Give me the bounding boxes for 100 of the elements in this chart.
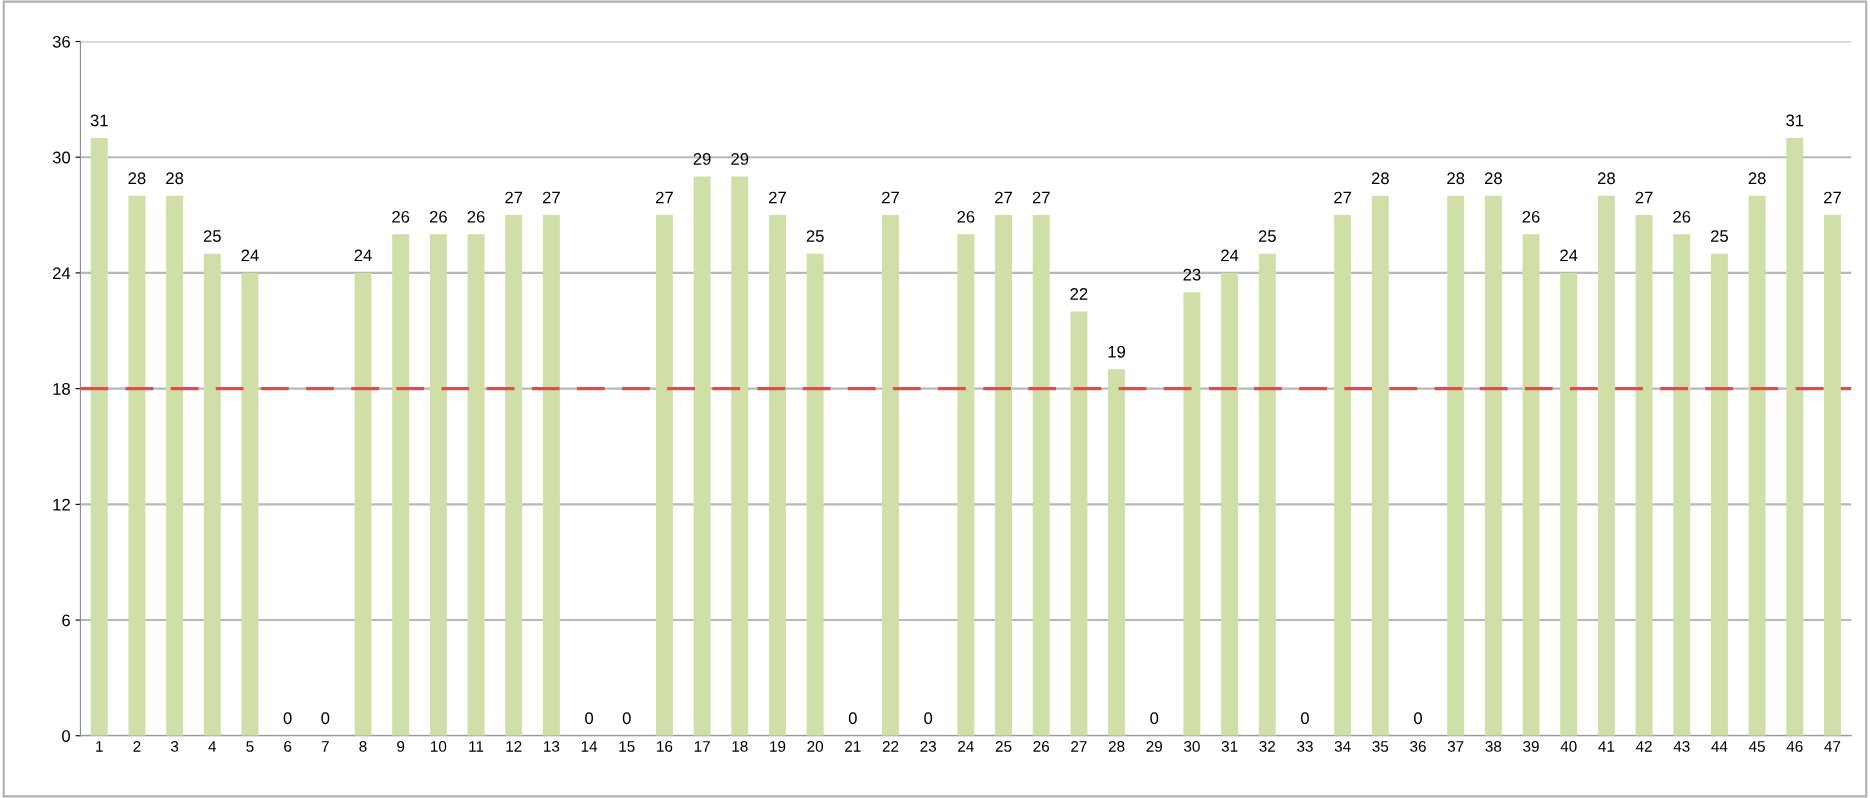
x-tick-label: 6: [284, 741, 292, 752]
y-tick-label: 6: [62, 614, 70, 627]
data-label: 28: [1748, 172, 1766, 185]
bar: [995, 215, 1013, 736]
data-label: 29: [693, 153, 711, 165]
data-label: 0: [1150, 712, 1159, 725]
x-tick-label: 46: [1786, 741, 1803, 752]
bar: [203, 253, 221, 736]
data-label: 0: [1300, 712, 1309, 725]
data-label: 0: [622, 712, 631, 725]
x-tick-label: 47: [1824, 741, 1841, 752]
bar: [392, 234, 410, 736]
x-tick-label: 28: [1108, 741, 1125, 752]
x-tick-label: 4: [208, 741, 217, 752]
x-tick-label: 5: [246, 741, 254, 752]
x-tick-label: 18: [732, 741, 748, 752]
bar: [429, 234, 447, 736]
data-label: 27: [1032, 191, 1050, 204]
x-tick-label: 26: [1033, 741, 1050, 752]
x-tick-label: 25: [995, 741, 1012, 752]
x-tick-label: 9: [397, 741, 405, 752]
x-tick-label: 38: [1485, 741, 1502, 752]
data-label: 27: [882, 191, 899, 204]
data-label: 0: [283, 712, 292, 725]
data-label: 24: [241, 249, 259, 262]
data-label: 28: [1447, 172, 1465, 185]
data-label: 26: [392, 210, 410, 223]
x-tick-label: 12: [506, 741, 522, 752]
data-label: 24: [354, 249, 372, 262]
y-tick-label: 0: [62, 730, 71, 742]
x-tick-label: 33: [1297, 741, 1313, 752]
y-tick-label: 30: [52, 151, 71, 164]
data-label: 31: [90, 114, 108, 127]
bar: [166, 195, 184, 736]
x-tick-label: 32: [1259, 741, 1276, 752]
data-label: 26: [957, 210, 975, 223]
y-tick-label: 36: [52, 35, 70, 48]
x-tick-label: 39: [1523, 741, 1539, 752]
x-tick-label: 27: [1071, 741, 1087, 752]
data-label: 28: [1597, 172, 1615, 185]
data-label: 26: [429, 210, 447, 223]
x-tick-label: 42: [1635, 741, 1652, 752]
x-tick-label: 2: [133, 741, 141, 752]
bar: [806, 253, 824, 736]
bar: [505, 215, 523, 736]
x-tick-label: 14: [581, 741, 598, 752]
bar: [1710, 253, 1728, 736]
x-tick-label: 35: [1372, 741, 1389, 752]
data-label: 0: [848, 712, 857, 725]
data-label: 28: [1371, 172, 1389, 185]
data-label: 26: [467, 210, 485, 223]
x-tick-label: 7: [321, 741, 329, 752]
bar: [1786, 137, 1804, 736]
bar: [957, 234, 975, 736]
data-label: 27: [505, 191, 523, 204]
data-label: 22: [1070, 288, 1088, 300]
bar: [90, 137, 108, 736]
bar: [1258, 253, 1276, 736]
data-label: 24: [1221, 249, 1239, 262]
x-tick-label: 45: [1748, 741, 1765, 752]
data-label: 25: [1711, 230, 1728, 242]
y-tick-label: 24: [52, 267, 71, 279]
x-tick-label: 20: [807, 741, 824, 752]
bar: [1334, 215, 1352, 736]
x-tick-label: 22: [882, 741, 899, 752]
bar: [1371, 195, 1389, 736]
data-label: 25: [203, 230, 221, 242]
data-label: 26: [1673, 210, 1691, 223]
x-tick-label: 3: [170, 741, 179, 752]
x-tick-label: 40: [1560, 741, 1577, 752]
data-label: 0: [1414, 712, 1422, 725]
x-tick-label: 34: [1334, 741, 1351, 752]
bar: [882, 215, 899, 736]
x-tick-label: 19: [770, 741, 786, 752]
x-tick-label: 11: [469, 741, 484, 752]
x-tick-label: 29: [1146, 741, 1163, 752]
data-label: 25: [806, 230, 824, 242]
data-label: 24: [1560, 249, 1578, 262]
x-tick-label: 41: [1598, 741, 1615, 752]
data-label: 29: [731, 153, 749, 165]
bar: [354, 272, 372, 736]
x-tick-label: 1: [96, 741, 103, 752]
data-label: 28: [166, 172, 184, 185]
data-label: 0: [924, 712, 933, 725]
bar: [1221, 272, 1239, 736]
bar: [1183, 292, 1201, 736]
x-tick-label: 17: [694, 741, 710, 752]
x-tick-label: 16: [657, 741, 673, 752]
x-tick-label: 10: [431, 741, 447, 752]
x-tick-label: 13: [544, 741, 560, 752]
data-label: 28: [128, 172, 146, 185]
bar: [1597, 195, 1615, 736]
bar: [467, 234, 485, 736]
bar: [1484, 195, 1502, 736]
bar: [693, 176, 711, 736]
data-label: 27: [1635, 191, 1653, 204]
bar: [1070, 311, 1088, 736]
bar: [1108, 369, 1126, 736]
x-tick-label: 30: [1184, 741, 1200, 752]
data-label: 27: [995, 191, 1012, 204]
